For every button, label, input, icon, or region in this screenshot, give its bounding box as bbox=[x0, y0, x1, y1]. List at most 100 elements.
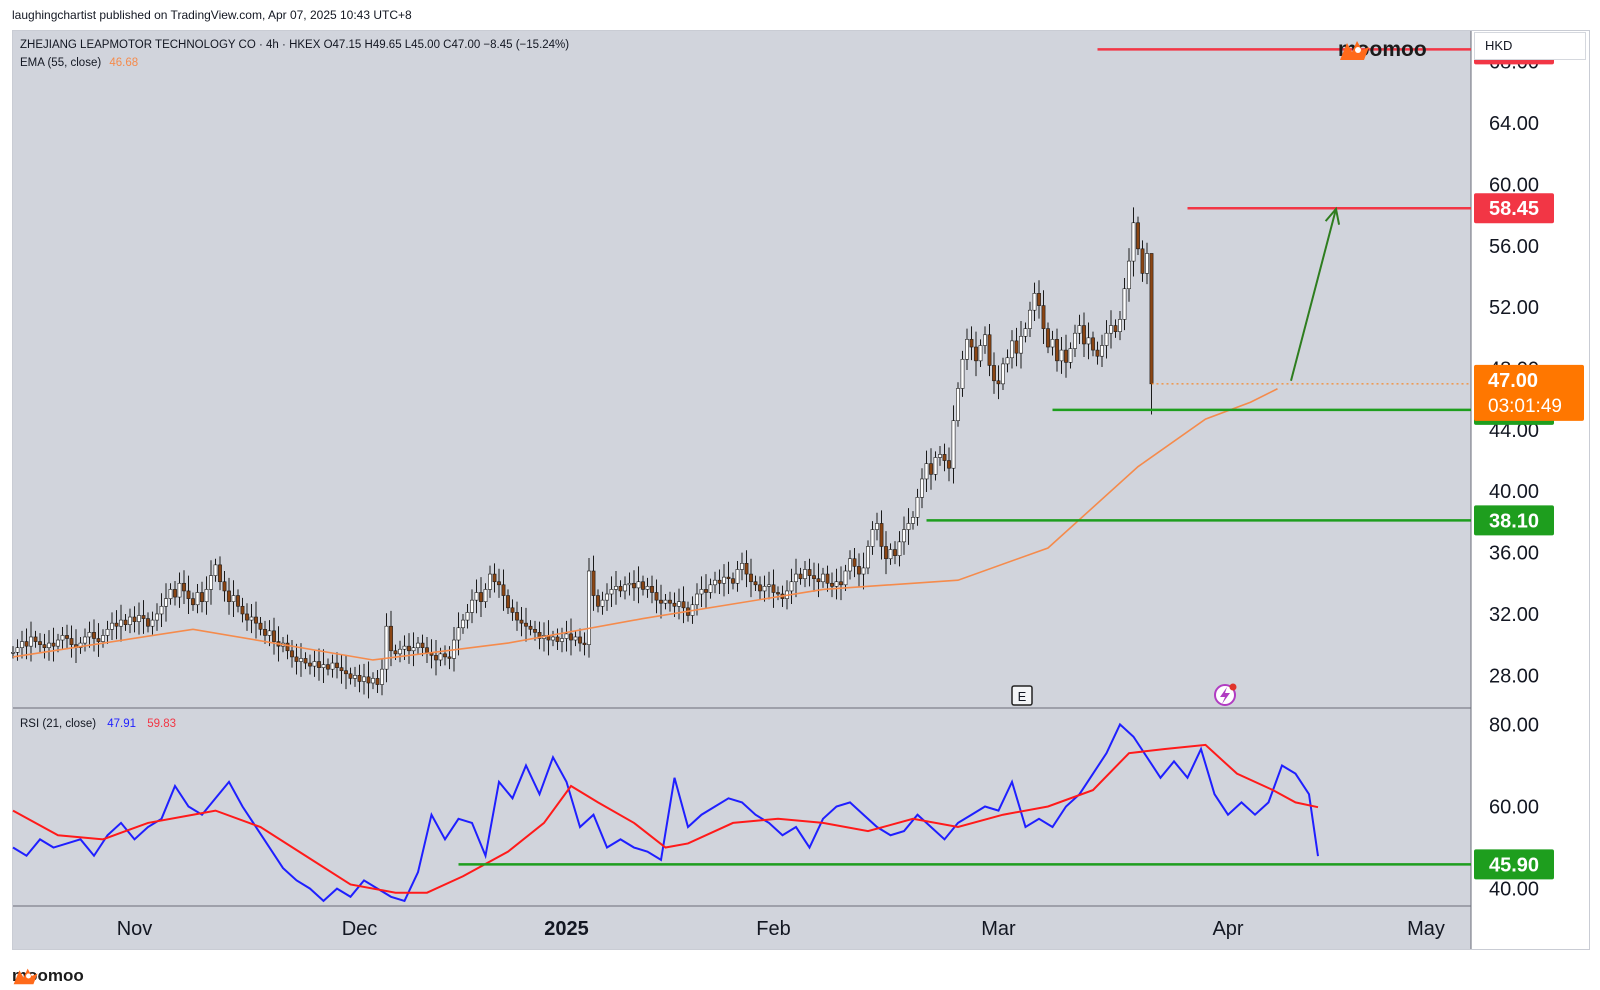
dividend-flash-icon[interactable] bbox=[1214, 683, 1237, 706]
candle-body bbox=[1136, 222, 1140, 250]
candle-body bbox=[51, 642, 56, 647]
candle-body bbox=[933, 457, 938, 475]
legend-symbol: ZHEJIANG LEAPMOTOR TECHNOLOGY CO bbox=[20, 39, 256, 51]
time-tick-label: Nov bbox=[117, 918, 153, 940]
candle-body bbox=[245, 613, 249, 621]
candle bbox=[1122, 277, 1127, 331]
candle bbox=[258, 617, 263, 636]
candle bbox=[798, 567, 803, 585]
candle-body bbox=[1068, 348, 1073, 363]
candle bbox=[141, 600, 146, 634]
candle-body bbox=[668, 599, 672, 604]
candle-body bbox=[965, 339, 969, 360]
candle-body bbox=[767, 584, 771, 587]
candle-body bbox=[942, 454, 947, 461]
candle bbox=[1068, 342, 1073, 369]
candle-body bbox=[119, 619, 123, 627]
candle-body bbox=[285, 642, 290, 652]
candle bbox=[164, 583, 168, 622]
time-tick-label: Mar bbox=[981, 918, 1016, 940]
candle-body bbox=[1023, 328, 1028, 337]
candle bbox=[240, 597, 245, 623]
candle bbox=[762, 575, 767, 602]
candle bbox=[1140, 240, 1145, 282]
candle-body bbox=[614, 586, 618, 590]
candle bbox=[659, 584, 663, 619]
candle bbox=[348, 667, 353, 685]
candle bbox=[488, 565, 492, 598]
candle-body bbox=[488, 573, 492, 590]
candle-body bbox=[794, 573, 798, 583]
candle-body bbox=[47, 642, 51, 649]
candle bbox=[456, 612, 461, 656]
time-tick-label: May bbox=[1407, 918, 1445, 940]
candle-body bbox=[573, 636, 578, 641]
candle bbox=[726, 561, 731, 595]
candle-body bbox=[650, 586, 654, 593]
candle-body bbox=[947, 460, 951, 469]
candle-body bbox=[825, 573, 830, 584]
current-price-tag: 47.00 03:01:49 bbox=[1474, 364, 1584, 421]
candle-body bbox=[803, 569, 807, 579]
candle-body bbox=[839, 581, 843, 586]
candle-body bbox=[587, 570, 591, 645]
candle bbox=[740, 552, 744, 581]
candle-body bbox=[1010, 340, 1014, 359]
candle bbox=[195, 584, 200, 614]
candle-body bbox=[416, 642, 420, 649]
candle bbox=[834, 568, 839, 600]
candle bbox=[704, 574, 708, 608]
candle-body bbox=[645, 586, 650, 590]
candle bbox=[326, 658, 330, 676]
candle-body bbox=[866, 546, 870, 569]
candle bbox=[254, 601, 258, 639]
candle-body bbox=[834, 581, 839, 587]
candle-body bbox=[204, 589, 209, 602]
candle bbox=[213, 558, 218, 582]
candle bbox=[249, 603, 254, 634]
earnings-marker[interactable]: E bbox=[1011, 685, 1033, 706]
rsi-series-rsi-ma bbox=[12, 743, 1319, 894]
candle bbox=[744, 550, 749, 588]
candle-body bbox=[479, 592, 483, 602]
candle-body bbox=[924, 463, 929, 480]
price-tick-label: 44.00 bbox=[1489, 420, 1539, 442]
candle bbox=[357, 664, 362, 693]
candle-body bbox=[164, 598, 168, 607]
candle-body bbox=[29, 636, 33, 647]
candle bbox=[60, 626, 65, 649]
candle-body bbox=[578, 636, 582, 644]
candle-body bbox=[1104, 332, 1109, 346]
candle-body bbox=[564, 633, 569, 639]
candle-body bbox=[105, 628, 110, 636]
candle-body bbox=[461, 619, 465, 629]
candle bbox=[362, 663, 366, 695]
candle-body bbox=[1145, 253, 1149, 274]
candle-body bbox=[843, 570, 848, 586]
time-tick-label: Feb bbox=[756, 918, 790, 940]
candle bbox=[497, 568, 501, 598]
candle bbox=[825, 565, 830, 592]
candle bbox=[929, 448, 933, 490]
candle bbox=[924, 450, 929, 492]
chart-frame[interactable] bbox=[12, 30, 1590, 950]
price-level-tag: 38.10 bbox=[1474, 505, 1554, 536]
candle-body bbox=[1082, 325, 1086, 345]
candle-body bbox=[1140, 248, 1145, 274]
candle-body bbox=[978, 345, 983, 362]
candle bbox=[479, 577, 483, 618]
candle bbox=[839, 566, 843, 601]
candle bbox=[321, 649, 326, 683]
candle bbox=[101, 629, 105, 648]
candle-body bbox=[1073, 332, 1077, 349]
candle bbox=[159, 593, 164, 627]
candle-body bbox=[771, 584, 776, 593]
candle-body bbox=[681, 601, 686, 609]
candle-body bbox=[366, 676, 371, 684]
currency-selector[interactable]: HKD bbox=[1474, 32, 1586, 60]
candle-body bbox=[101, 635, 105, 642]
candle-body bbox=[875, 523, 879, 530]
candle-body bbox=[659, 599, 663, 604]
candle-body bbox=[920, 478, 924, 498]
